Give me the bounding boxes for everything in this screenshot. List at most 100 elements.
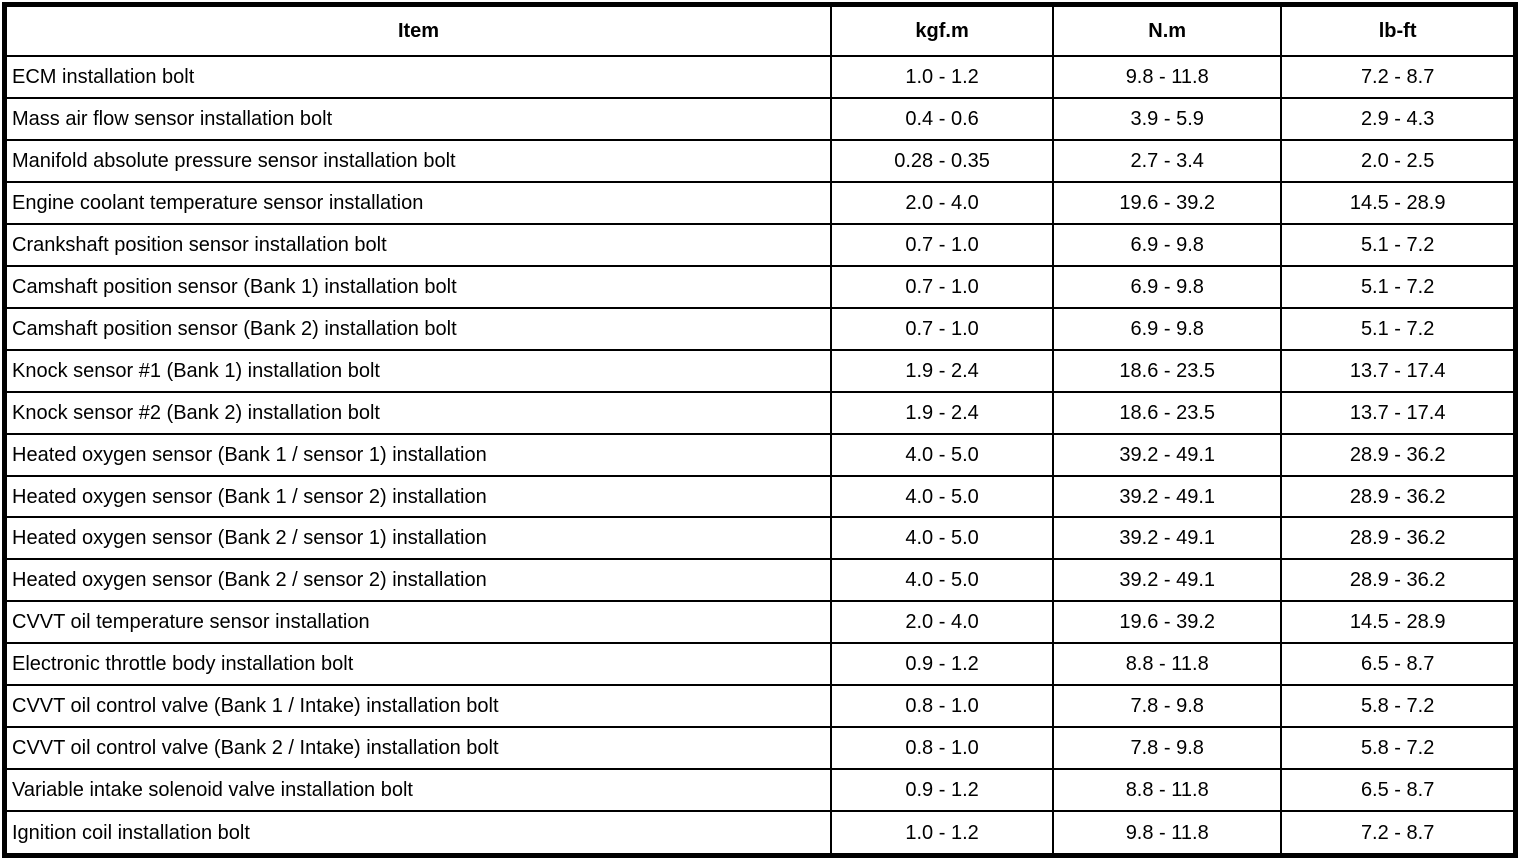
nm-cell: 3.9 - 5.9	[1052, 96, 1283, 141]
kgfm-cell: 1.0 - 1.2	[830, 55, 1055, 99]
lbft-cell: 28.9 - 36.2	[1280, 474, 1517, 519]
header-nm: N.m	[1052, 3, 1283, 57]
lbft-cell: 14.5 - 28.9	[1280, 180, 1517, 225]
table-row: Ignition coil installation bolt 1.0 - 1.…	[3, 810, 1517, 857]
lbft-cell: 5.1 - 7.2	[1280, 306, 1517, 351]
nm-cell: 7.8 - 9.8	[1052, 684, 1283, 729]
lbft-cell: 5.1 - 7.2	[1280, 222, 1517, 267]
lbft-cell: 28.9 - 36.2	[1280, 432, 1517, 477]
lbft-cell: 28.9 - 36.2	[1280, 516, 1517, 561]
nm-cell: 18.6 - 23.5	[1052, 348, 1283, 393]
kgfm-cell: 1.9 - 2.4	[830, 390, 1055, 435]
kgfm-cell: 1.9 - 2.4	[830, 348, 1055, 393]
kgfm-cell: 0.9 - 1.2	[830, 768, 1055, 813]
lbft-cell: 13.7 - 17.4	[1280, 348, 1517, 393]
nm-cell: 9.8 - 11.8	[1052, 55, 1283, 99]
kgfm-cell: 0.4 - 0.6	[830, 96, 1055, 141]
nm-cell: 8.8 - 11.8	[1052, 768, 1283, 813]
kgfm-cell: 4.0 - 5.0	[830, 558, 1055, 603]
kgfm-cell: 0.28 - 0.35	[830, 138, 1055, 183]
table-row: CVVT oil control valve (Bank 1 / Intake)…	[3, 684, 1517, 729]
lbft-cell: 5.8 - 7.2	[1280, 684, 1517, 729]
item-cell: Electronic throttle body installation bo…	[3, 642, 833, 687]
table-row: Engine coolant temperature sensor instal…	[3, 180, 1517, 225]
item-cell: Mass air flow sensor installation bolt	[3, 96, 833, 141]
item-cell: Knock sensor #1 (Bank 1) installation bo…	[3, 348, 833, 393]
table-row: CVVT oil control valve (Bank 2 / Intake)…	[3, 726, 1517, 771]
nm-cell: 6.9 - 9.8	[1052, 222, 1283, 267]
header-lbft: lb-ft	[1280, 3, 1517, 57]
kgfm-cell: 0.8 - 1.0	[830, 726, 1055, 771]
item-cell: CVVT oil control valve (Bank 1 / Intake)…	[3, 684, 833, 729]
nm-cell: 39.2 - 49.1	[1052, 474, 1283, 519]
table-row: Camshaft position sensor (Bank 2) instal…	[3, 306, 1517, 351]
item-cell: Heated oxygen sensor (Bank 2 / sensor 1)…	[3, 516, 833, 561]
lbft-cell: 5.1 - 7.2	[1280, 264, 1517, 309]
lbft-cell: 28.9 - 36.2	[1280, 558, 1517, 603]
header-kgfm: kgf.m	[830, 3, 1055, 57]
nm-cell: 9.8 - 11.8	[1052, 810, 1283, 857]
table-row: Heated oxygen sensor (Bank 2 / sensor 1)…	[3, 516, 1517, 561]
lbft-cell: 13.7 - 17.4	[1280, 390, 1517, 435]
nm-cell: 39.2 - 49.1	[1052, 516, 1283, 561]
header-item: Item	[3, 3, 833, 57]
item-cell: Variable intake solenoid valve installat…	[3, 768, 833, 813]
table-row: Mass air flow sensor installation bolt 0…	[3, 96, 1517, 141]
lbft-cell: 6.5 - 8.7	[1280, 768, 1517, 813]
item-cell: ECM installation bolt	[3, 55, 833, 99]
table-row: Knock sensor #2 (Bank 2) installation bo…	[3, 390, 1517, 435]
kgfm-cell: 4.0 - 5.0	[830, 432, 1055, 477]
lbft-cell: 5.8 - 7.2	[1280, 726, 1517, 771]
nm-cell: 6.9 - 9.8	[1052, 306, 1283, 351]
item-cell: Crankshaft position sensor installation …	[3, 222, 833, 267]
kgfm-cell: 4.0 - 5.0	[830, 474, 1055, 519]
table-row: CVVT oil temperature sensor installation…	[3, 600, 1517, 645]
item-cell: CVVT oil temperature sensor installation	[3, 600, 833, 645]
kgfm-cell: 0.7 - 1.0	[830, 306, 1055, 351]
kgfm-cell: 1.0 - 1.2	[830, 810, 1055, 857]
nm-cell: 39.2 - 49.1	[1052, 432, 1283, 477]
item-cell: Heated oxygen sensor (Bank 1 / sensor 2)…	[3, 474, 833, 519]
item-cell: CVVT oil control valve (Bank 2 / Intake)…	[3, 726, 833, 771]
nm-cell: 19.6 - 39.2	[1052, 180, 1283, 225]
lbft-cell: 7.2 - 8.7	[1280, 810, 1517, 857]
table-row: Heated oxygen sensor (Bank 1 / sensor 1)…	[3, 432, 1517, 477]
lbft-cell: 6.5 - 8.7	[1280, 642, 1517, 687]
nm-cell: 19.6 - 39.2	[1052, 600, 1283, 645]
lbft-cell: 2.9 - 4.3	[1280, 96, 1517, 141]
nm-cell: 18.6 - 23.5	[1052, 390, 1283, 435]
kgfm-cell: 2.0 - 4.0	[830, 180, 1055, 225]
table-row: Electronic throttle body installation bo…	[3, 642, 1517, 687]
kgfm-cell: 0.7 - 1.0	[830, 222, 1055, 267]
table-row: Crankshaft position sensor installation …	[3, 222, 1517, 267]
nm-cell: 7.8 - 9.8	[1052, 726, 1283, 771]
table-body: ECM installation bolt 1.0 - 1.2 9.8 - 11…	[3, 55, 1517, 857]
table-row: Knock sensor #1 (Bank 1) installation bo…	[3, 348, 1517, 393]
item-cell: Heated oxygen sensor (Bank 2 / sensor 2)…	[3, 558, 833, 603]
table-row: Heated oxygen sensor (Bank 2 / sensor 2)…	[3, 558, 1517, 603]
kgfm-cell: 2.0 - 4.0	[830, 600, 1055, 645]
item-cell: Knock sensor #2 (Bank 2) installation bo…	[3, 390, 833, 435]
kgfm-cell: 0.7 - 1.0	[830, 264, 1055, 309]
lbft-cell: 2.0 - 2.5	[1280, 138, 1517, 183]
item-cell: Manifold absolute pressure sensor instal…	[3, 138, 833, 183]
table-row: Camshaft position sensor (Bank 1) instal…	[3, 264, 1517, 309]
table-row: Manifold absolute pressure sensor instal…	[3, 138, 1517, 183]
kgfm-cell: 0.9 - 1.2	[830, 642, 1055, 687]
table-row: ECM installation bolt 1.0 - 1.2 9.8 - 11…	[3, 55, 1517, 99]
table-row: Variable intake solenoid valve installat…	[3, 768, 1517, 813]
header-row: Item kgf.m N.m lb-ft	[3, 3, 1517, 57]
item-cell: Heated oxygen sensor (Bank 1 / sensor 1)…	[3, 432, 833, 477]
kgfm-cell: 4.0 - 5.0	[830, 516, 1055, 561]
nm-cell: 2.7 - 3.4	[1052, 138, 1283, 183]
item-cell: Engine coolant temperature sensor instal…	[3, 180, 833, 225]
kgfm-cell: 0.8 - 1.0	[830, 684, 1055, 729]
table-row: Heated oxygen sensor (Bank 1 / sensor 2)…	[3, 474, 1517, 519]
lbft-cell: 7.2 - 8.7	[1280, 55, 1517, 99]
lbft-cell: 14.5 - 28.9	[1280, 600, 1517, 645]
item-cell: Ignition coil installation bolt	[3, 810, 833, 857]
nm-cell: 8.8 - 11.8	[1052, 642, 1283, 687]
table-header: Item kgf.m N.m lb-ft	[3, 3, 1517, 57]
